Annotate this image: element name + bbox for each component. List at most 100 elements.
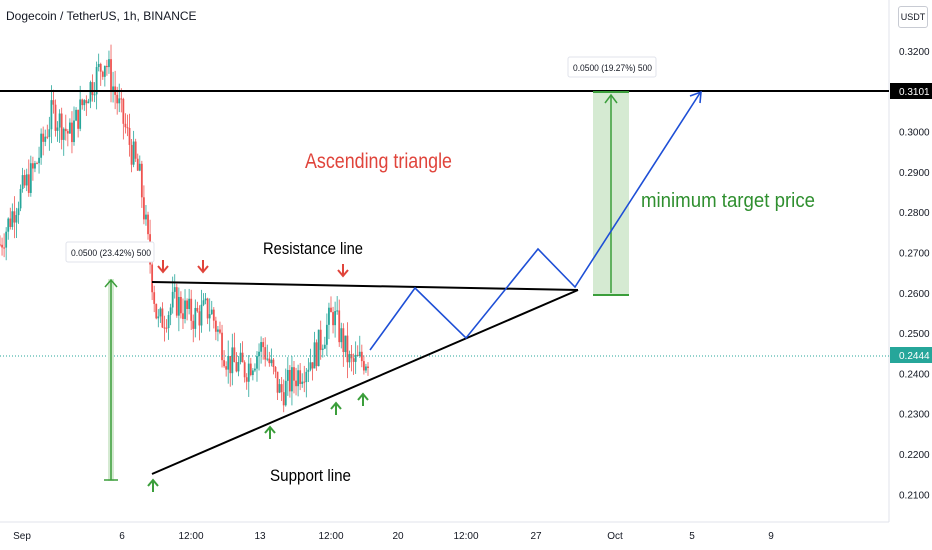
currency-unit-button[interactable]: USDT [898, 6, 928, 28]
green-arrow-3 [330, 401, 342, 415]
candle-body [9, 218, 12, 227]
candle-body [229, 355, 232, 374]
price-tick-label: 0.3000 [899, 128, 930, 139]
candle-body [258, 351, 260, 357]
candle-body [34, 163, 36, 169]
candle-body [106, 65, 108, 68]
candle-body [196, 307, 199, 312]
candle-body [317, 329, 320, 367]
candle-body [13, 211, 16, 223]
candle-body [0, 244, 1, 246]
candle-body [167, 315, 170, 329]
candle-body [295, 380, 297, 387]
price-tick-label: 0.2700 [899, 249, 930, 260]
candle-body [256, 356, 258, 369]
candle-body [282, 392, 285, 406]
candle-body [56, 127, 59, 131]
red-arrow-2 [197, 260, 209, 274]
candle-body [165, 327, 168, 329]
candle-body [122, 98, 125, 124]
candle-body [328, 307, 330, 325]
candle-body [198, 311, 201, 326]
candle-body [303, 381, 306, 383]
candle-body [99, 63, 102, 72]
candle-body [301, 381, 304, 384]
candle-body [75, 109, 77, 121]
candle-body [38, 157, 40, 164]
candle-body [21, 175, 24, 189]
right-measure-label-bg [567, 56, 657, 78]
candle-body [241, 352, 244, 363]
candle-body [184, 300, 186, 319]
candle-body [93, 94, 96, 96]
candle-body [31, 163, 34, 169]
candle-body [101, 71, 104, 77]
candle-body [91, 82, 94, 95]
pattern-title: Ascending triangle [305, 150, 452, 173]
candle-body [157, 316, 160, 319]
candle-body [19, 188, 22, 209]
candle-body [225, 366, 228, 370]
candle-body [208, 314, 211, 319]
time-tick-label: 12:00 [318, 531, 343, 542]
candle-body [192, 320, 195, 329]
candle-body [245, 377, 248, 382]
candle-body [120, 98, 123, 100]
support-line [151, 289, 579, 475]
candle-body [153, 292, 156, 304]
time-tick-label: 27 [530, 531, 542, 542]
candle-body [354, 354, 357, 362]
candle-body [190, 298, 193, 321]
resistance-label: Resistance line [263, 239, 363, 258]
candle-body [342, 328, 345, 353]
candle-body [367, 366, 369, 369]
candle-body [66, 131, 69, 134]
price-tick-label: 0.2500 [899, 329, 930, 340]
time-axis[interactable]: Sep 6 12:00 13 12:00 20 12:00 27 Oct 5 9 [13, 531, 774, 542]
target-label: minimum target price [641, 190, 815, 212]
candle-body [17, 208, 20, 216]
candle-body [15, 215, 18, 223]
candle-body [68, 122, 71, 134]
candle-body [130, 144, 133, 165]
resistance-line [151, 281, 579, 291]
candle-body [159, 308, 162, 317]
time-tick-label: Sep [13, 531, 31, 542]
candle-body [1, 244, 3, 248]
price-tick-label: 0.2800 [899, 208, 930, 219]
candle-body [27, 174, 30, 193]
left-measure-arrowhead [104, 278, 118, 288]
candle-body [155, 303, 158, 319]
candle-body [44, 136, 47, 142]
candle-body [7, 218, 10, 232]
candle-body [330, 307, 332, 313]
candle-body [87, 101, 90, 104]
candle-body [336, 310, 339, 312]
price-tick-label: 0.3200 [899, 47, 930, 58]
candle-body [264, 347, 267, 360]
time-tick-label: 5 [689, 531, 695, 542]
candle-body [272, 359, 275, 368]
candle-body [64, 128, 67, 132]
candle-body [54, 104, 57, 131]
candle-body [161, 308, 164, 328]
candle-body [77, 109, 80, 129]
resistance-touch-arrows [157, 260, 349, 278]
time-tick-label: 12:00 [453, 531, 478, 542]
candle-body [344, 335, 347, 353]
candle-body [169, 307, 172, 316]
candle-body [163, 327, 166, 329]
candle-body [138, 163, 141, 171]
candle-body [85, 100, 88, 104]
price-tick-label: 0.2600 [899, 289, 930, 300]
candle-body [268, 358, 271, 364]
current-price-tag-bg [890, 347, 932, 363]
price-axis[interactable]: 0.32000.31000.30000.29000.28000.27000.26… [899, 47, 930, 501]
candle-body [311, 362, 314, 369]
candle-body [186, 300, 188, 310]
candle-body [231, 347, 234, 374]
candle-body [227, 355, 230, 370]
time-tick-label: 6 [119, 531, 125, 542]
price-tick-label: 0.2100 [899, 490, 930, 501]
